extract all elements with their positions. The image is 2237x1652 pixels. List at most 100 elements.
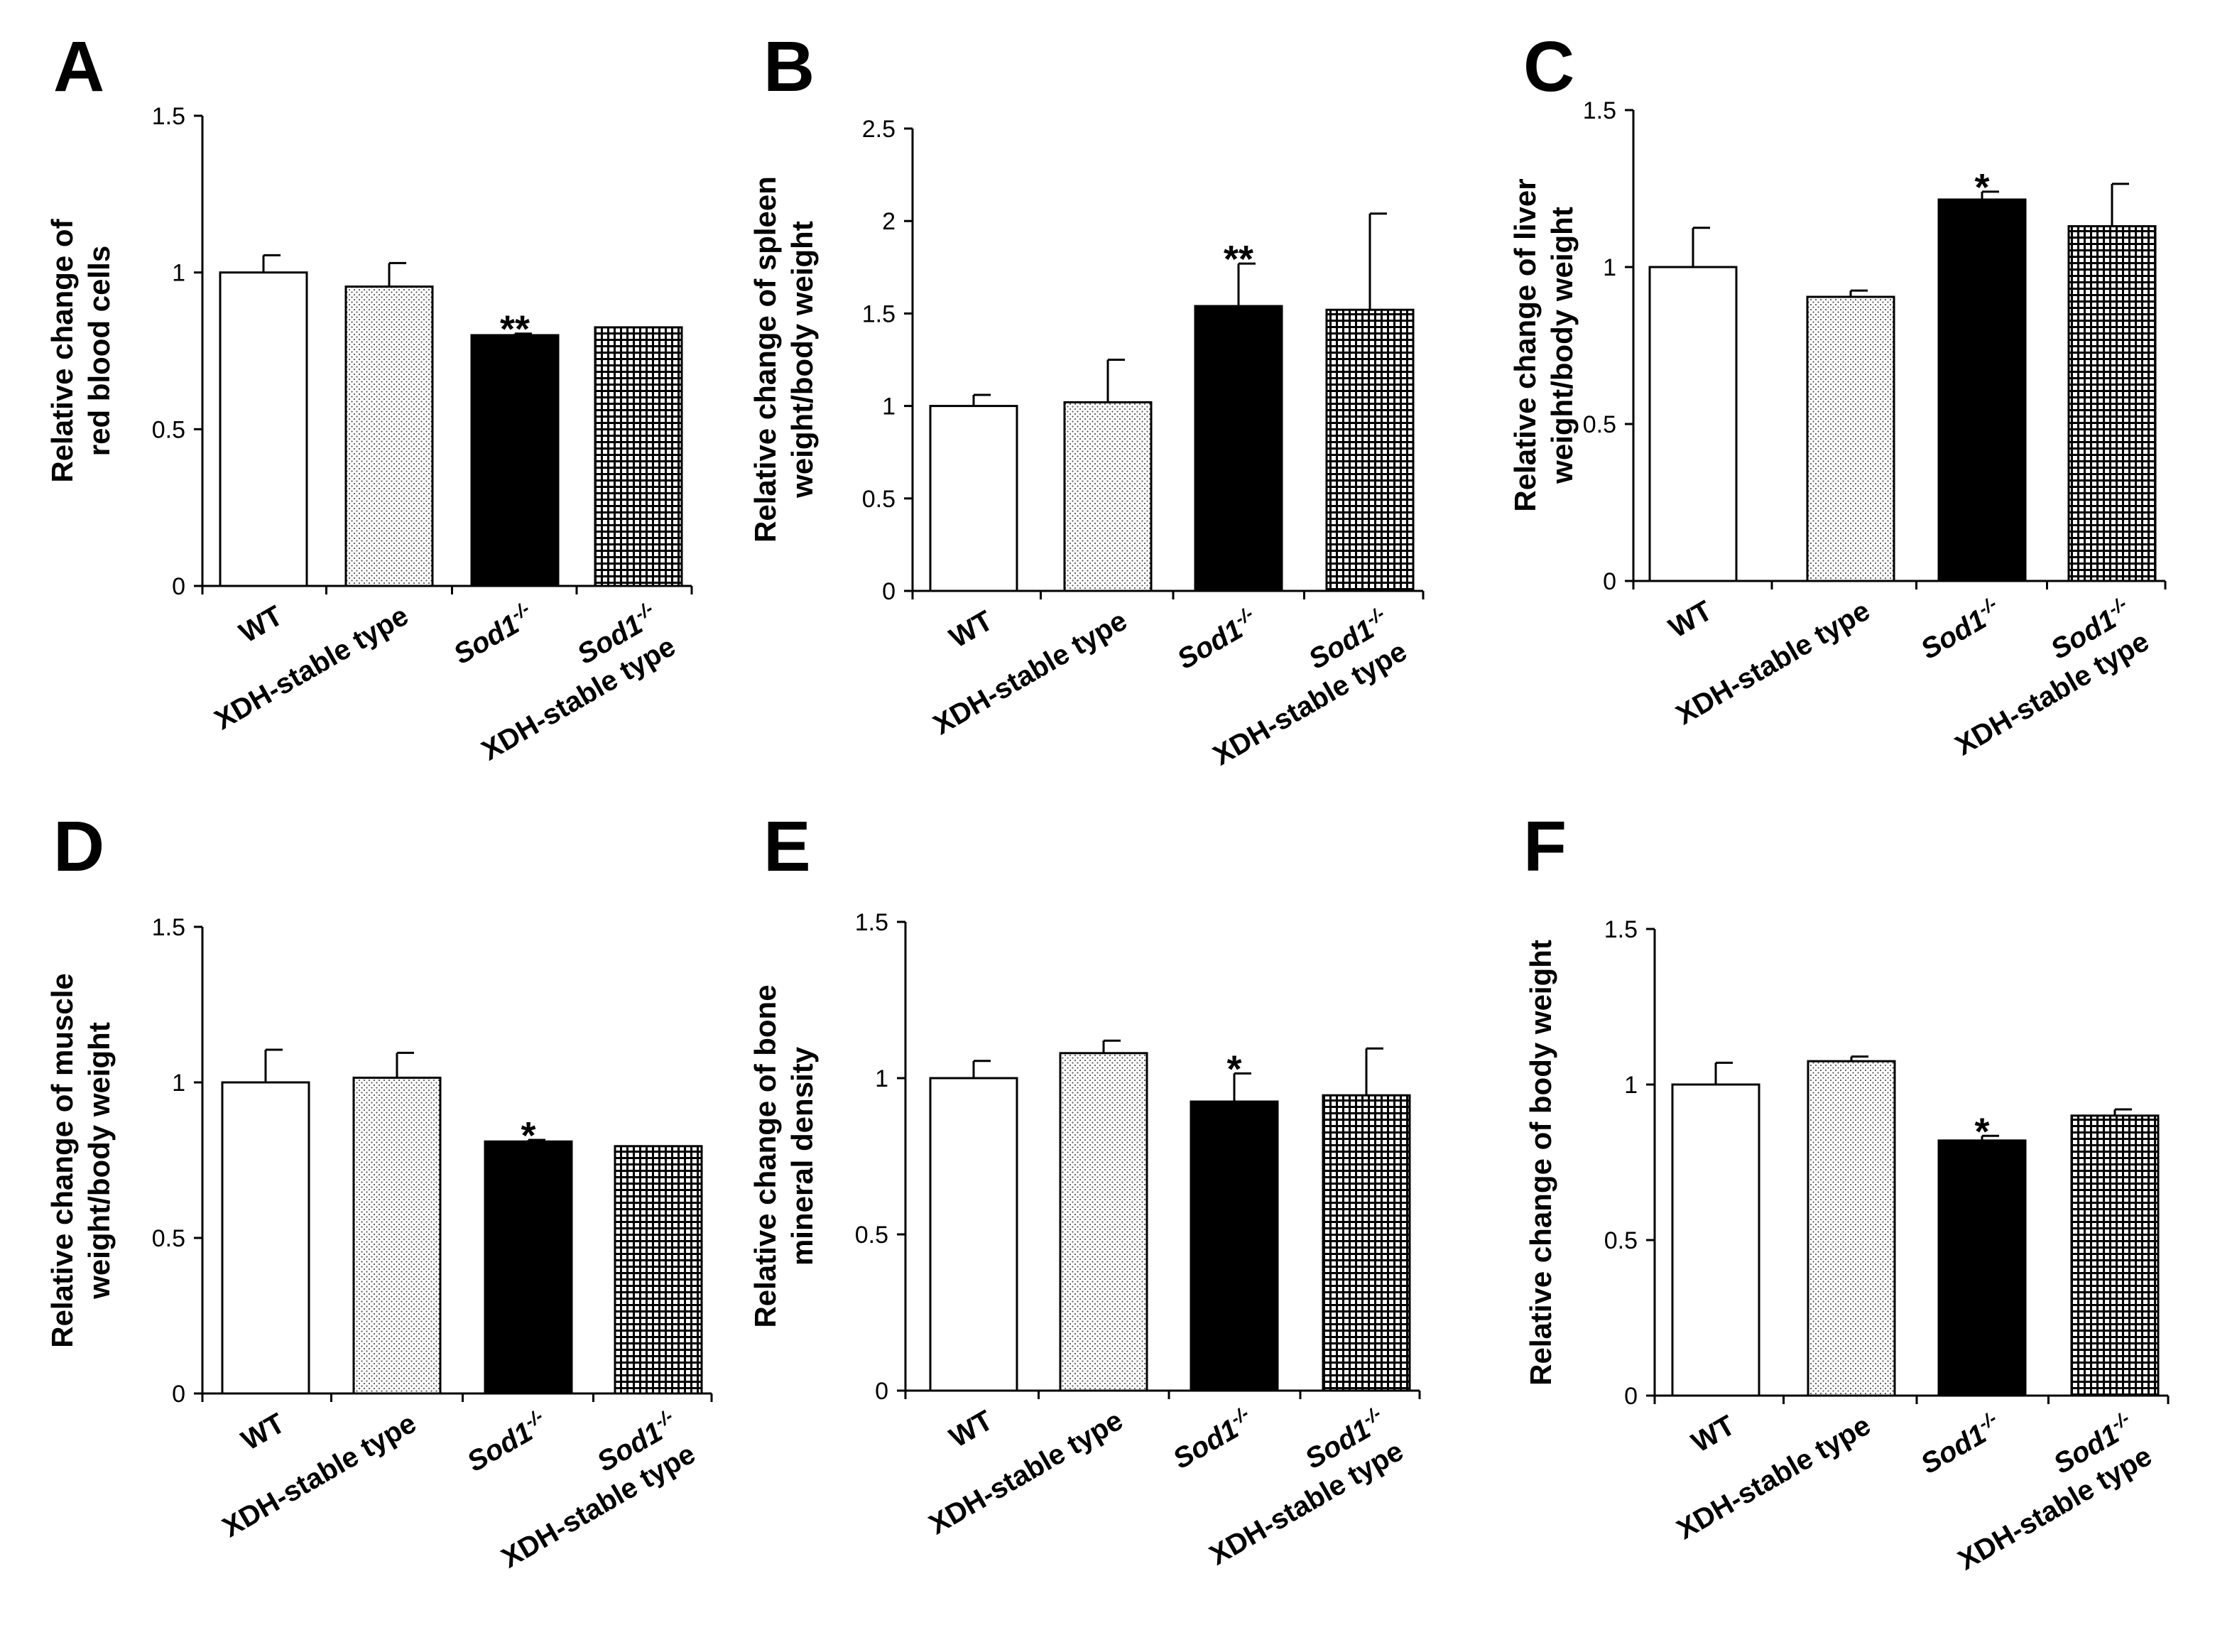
- y-axis-label: Relative change of muscle weight/body wei…: [45, 973, 116, 1348]
- panel-letter: E: [763, 807, 811, 886]
- y-tick-label: 1.5: [855, 909, 888, 936]
- category-label-gene: Sod1: [1916, 1418, 1992, 1480]
- panel-letter: C: [1523, 27, 1574, 107]
- panel-a: A 0 0.5 1 1.5 Relative change of red blood cel…: [45, 27, 693, 766]
- bar-3: [1937, 1139, 2027, 1397]
- y-tick-label: 1: [882, 393, 896, 420]
- category-label-gene: Sod1: [1172, 614, 1248, 675]
- category-label: Sod1-/-: [461, 1405, 553, 1478]
- y-tick-label: 0: [172, 573, 185, 600]
- y-axis-label-line: Relative change of bone: [749, 984, 782, 1327]
- y-axis-label-line: Relative change of body weight: [1524, 940, 1557, 1386]
- panel-c: C 0 0.5 1 1.5 Relative change of liver weight/…: [1508, 27, 2167, 761]
- y-tick-label: 1.5: [862, 300, 896, 327]
- panel-d: D 0 0.5 1 1.5 Relative change of muscle weight…: [45, 807, 713, 1574]
- bar-3: [484, 1140, 573, 1395]
- y-axis-label-line: red blood cells: [82, 246, 116, 456]
- bar-2: [1806, 295, 1895, 582]
- category-label: WT: [945, 605, 998, 654]
- category-label-gene: Sod1: [449, 609, 525, 670]
- y-tick-label: 1.5: [152, 914, 185, 941]
- y-axis-label-line: weight/body weight: [82, 1022, 116, 1300]
- significance-marker: *: [1226, 1048, 1241, 1090]
- y-tick-label: 1: [172, 260, 185, 287]
- y-tick-label: 1.5: [1583, 97, 1616, 124]
- bar-4: [594, 326, 683, 587]
- bar-3: [470, 334, 560, 587]
- y-axis-label-line: mineral density: [785, 1046, 819, 1266]
- bar-2: [1807, 1060, 1896, 1397]
- y-tick-label: 0: [1624, 1383, 1638, 1410]
- y-axis-label: Relative change of spleen weight/body wei…: [749, 176, 819, 543]
- bar-3: [1190, 1100, 1279, 1392]
- category-label: WT: [1687, 1410, 1741, 1459]
- y-axis-label-line: Relative change of liver: [1508, 178, 1542, 511]
- y-tick-label: 2.5: [862, 116, 896, 143]
- category-label: Sod1-/-: [1915, 1407, 2007, 1480]
- panel-letter: D: [53, 807, 104, 886]
- significance-marker: **: [500, 308, 530, 351]
- category-label-gene: Sod1: [1916, 604, 1992, 665]
- category-label: Sod1-/-: [1167, 1402, 1259, 1475]
- y-tick-label: 0.5: [1583, 411, 1616, 438]
- bar-4: [1322, 1094, 1411, 1392]
- panel-b: B 0 0.5 1 1.5 2 2.5 Relative change of spleen we…: [749, 27, 1425, 771]
- y-tick-label: 0.5: [862, 486, 896, 513]
- y-tick-label: 1: [875, 1065, 888, 1092]
- y-tick-label: 1: [1603, 254, 1616, 281]
- panel-f: F 0 0.5 1 1.5 Relative change of body weight W…: [1523, 807, 2170, 1576]
- y-tick-label: 1: [172, 1070, 185, 1097]
- category-label-gene: Sod1: [1168, 1413, 1244, 1475]
- y-tick-label: 0: [882, 578, 896, 605]
- bar-4: [614, 1145, 703, 1395]
- bar-4: [1325, 308, 1415, 592]
- y-tick-label: 0.5: [855, 1222, 888, 1249]
- bar-1: [929, 405, 1018, 592]
- panel-letter: F: [1523, 807, 1567, 886]
- y-axis-label-line: weight/body weight: [785, 221, 819, 499]
- y-tick-label: 0.5: [152, 416, 185, 443]
- category-label: WT: [945, 1405, 998, 1454]
- panel-e: E 0 0.5 1 1.5 Relative change of bone mineral …: [749, 807, 1421, 1571]
- bar-2: [352, 1076, 442, 1395]
- category-label: WT: [1664, 595, 1718, 644]
- category-label-gene: Sod1: [462, 1416, 538, 1478]
- significance-marker: *: [521, 1114, 535, 1157]
- y-tick-label: 0: [172, 1381, 185, 1408]
- bar-2: [344, 286, 434, 587]
- y-axis-label: Relative change of red blood cells: [45, 218, 116, 482]
- y-axis-label-line: Relative change of muscle: [45, 973, 79, 1348]
- bar-1: [221, 1081, 310, 1395]
- y-tick-label: 0.5: [152, 1225, 185, 1252]
- panel-letter: A: [53, 27, 104, 107]
- bar-2: [1059, 1052, 1148, 1392]
- significance-marker: **: [1224, 238, 1253, 281]
- y-axis-label: Relative change of body weight: [1524, 940, 1557, 1386]
- category-label: WT: [234, 600, 288, 649]
- bar-3: [1194, 305, 1283, 592]
- significance-marker: *: [1974, 1110, 1989, 1153]
- y-tick-label: 2: [882, 208, 896, 235]
- y-tick-label: 1.5: [1604, 916, 1638, 943]
- y-tick-label: 0: [1603, 568, 1616, 595]
- category-label: Sod1-/-: [447, 597, 540, 670]
- y-tick-label: 0: [875, 1378, 888, 1405]
- bar-4: [2067, 225, 2157, 582]
- significance-marker: *: [1974, 166, 1989, 209]
- category-label: WT: [236, 1408, 290, 1457]
- y-axis-label: Relative change of bone mineral density: [749, 984, 819, 1327]
- y-tick-label: 1.5: [152, 103, 185, 130]
- y-axis-label-line: Relative change of spleen: [749, 176, 782, 543]
- bar-1: [1671, 1083, 1760, 1397]
- category-label: Sod1-/-: [1171, 602, 1263, 675]
- bar-3: [1937, 198, 2027, 582]
- y-tick-label: 1: [1624, 1072, 1638, 1099]
- bar-2: [1063, 401, 1153, 592]
- bar-1: [219, 271, 308, 587]
- bar-1: [1648, 266, 1738, 582]
- bar-4: [2070, 1114, 2160, 1397]
- bar-1: [929, 1077, 1018, 1392]
- y-tick-label: 0.5: [1604, 1227, 1638, 1254]
- category-label: Sod1-/-: [1915, 592, 2007, 665]
